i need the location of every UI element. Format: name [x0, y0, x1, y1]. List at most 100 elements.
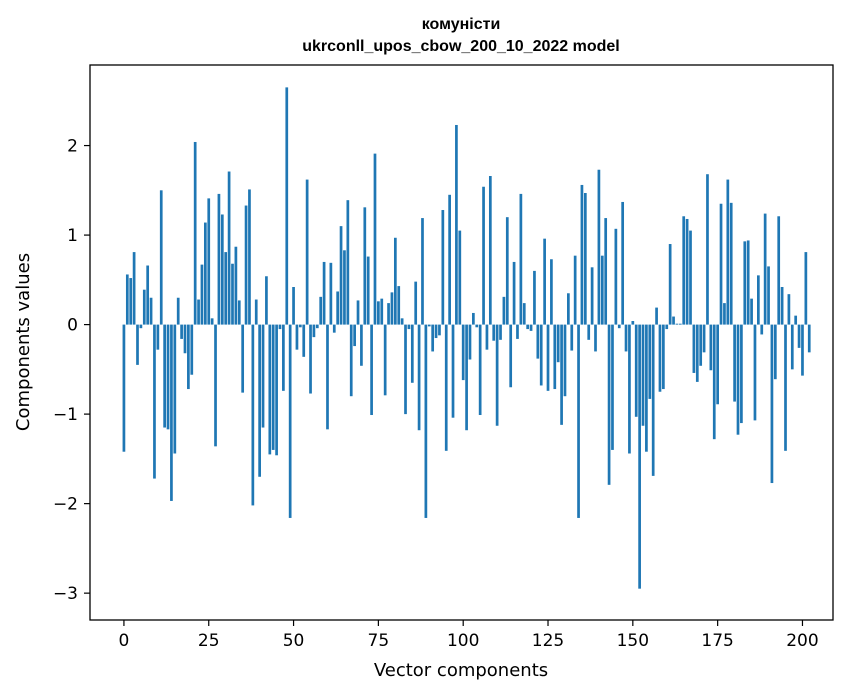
chart-subtitle: ukrconll_upos_cbow_200_10_2022 model — [302, 38, 619, 55]
bar-137 — [587, 324, 591, 340]
bar-0 — [122, 324, 126, 452]
bar-198 — [794, 315, 798, 325]
bar-150 — [631, 321, 635, 325]
bar-7 — [146, 265, 150, 325]
bar-70 — [360, 324, 363, 366]
bar-181 — [736, 324, 740, 435]
bar-192 — [773, 324, 777, 380]
bar-78 — [387, 303, 390, 325]
bar-173 — [709, 324, 713, 371]
bar-83 — [404, 324, 407, 415]
bar-128 — [556, 324, 560, 363]
bar-103 — [472, 312, 475, 325]
bar-178 — [726, 179, 730, 325]
bar-194 — [780, 287, 784, 325]
x-tick-label: 75 — [368, 631, 390, 651]
bar-91 — [431, 324, 435, 352]
x-tick-label: 125 — [532, 631, 564, 651]
bar-191 — [770, 324, 774, 484]
bar-6 — [142, 289, 146, 325]
bar-89 — [424, 324, 428, 518]
bar-16 — [176, 297, 180, 325]
bar-27 — [214, 324, 217, 447]
bar-100 — [461, 324, 465, 381]
bar-52 — [298, 324, 302, 328]
bar-50 — [292, 287, 295, 325]
bar-136 — [583, 193, 587, 325]
bar-148 — [624, 324, 628, 352]
bar-115 — [512, 261, 516, 325]
bar-112 — [502, 296, 506, 325]
bar-73 — [370, 324, 373, 416]
bar-25 — [207, 198, 211, 325]
bar-180 — [733, 324, 736, 402]
bar-12 — [163, 324, 166, 428]
bar-66 — [346, 200, 350, 325]
bar-193 — [777, 216, 781, 325]
bar-179 — [729, 202, 733, 325]
bar-93 — [438, 324, 441, 336]
bar-28 — [217, 193, 221, 325]
bar-175 — [716, 324, 719, 405]
bar-108 — [488, 176, 492, 325]
y-tick-label: −2 — [53, 495, 78, 515]
bar-119 — [526, 324, 530, 330]
bar-182 — [740, 324, 743, 424]
bar-169 — [695, 324, 699, 382]
bar-116 — [516, 324, 519, 339]
bar-140 — [597, 169, 601, 325]
plot-frame — [89, 64, 834, 621]
bar-201 — [804, 252, 808, 325]
bar-114 — [509, 324, 513, 388]
bar-21 — [193, 141, 197, 325]
bar-202 — [807, 324, 811, 353]
bar-159 — [662, 324, 665, 390]
y-tick-label: 0 — [67, 316, 78, 336]
x-tick-label: 200 — [786, 631, 818, 651]
bar-147 — [621, 201, 625, 325]
bar-36 — [244, 205, 248, 325]
bar-90 — [427, 324, 431, 327]
bar-102 — [468, 324, 472, 360]
bar-172 — [706, 174, 709, 325]
bar-165 — [682, 216, 686, 325]
bar-57 — [315, 324, 319, 329]
bar-127 — [553, 324, 557, 390]
bar-120 — [529, 324, 533, 331]
bar-26 — [210, 318, 214, 325]
bar-30 — [224, 252, 228, 325]
bar-41 — [261, 324, 265, 428]
bar-107 — [485, 324, 489, 350]
bar-56 — [312, 324, 316, 338]
y-tick-label: −3 — [53, 584, 78, 604]
bar-44 — [271, 324, 275, 450]
x-tick-label: 175 — [701, 631, 733, 651]
bar-29 — [220, 214, 224, 325]
bar-11 — [159, 190, 163, 325]
bar-13 — [166, 324, 170, 430]
bar-122 — [536, 324, 540, 359]
bar-113 — [505, 217, 509, 325]
bar-199 — [797, 324, 801, 348]
bar-81 — [397, 286, 401, 325]
bar-38 — [251, 324, 255, 506]
bar-139 — [594, 324, 597, 352]
bar-5 — [139, 324, 143, 329]
bar-96 — [448, 194, 451, 325]
bar-14 — [170, 324, 173, 501]
bar-185 — [750, 298, 753, 325]
bar-75 — [377, 301, 380, 325]
bar-40 — [258, 324, 261, 477]
bar-65 — [343, 250, 346, 325]
bar-141 — [600, 255, 604, 325]
bar-121 — [533, 270, 536, 325]
bar-63 — [336, 291, 340, 325]
bar-71 — [363, 207, 367, 325]
bar-189 — [763, 213, 767, 325]
bar-34 — [237, 300, 241, 325]
bar-101 — [465, 324, 468, 431]
bar-69 — [356, 300, 360, 325]
bar-153 — [641, 324, 645, 426]
bar-171 — [702, 324, 706, 353]
